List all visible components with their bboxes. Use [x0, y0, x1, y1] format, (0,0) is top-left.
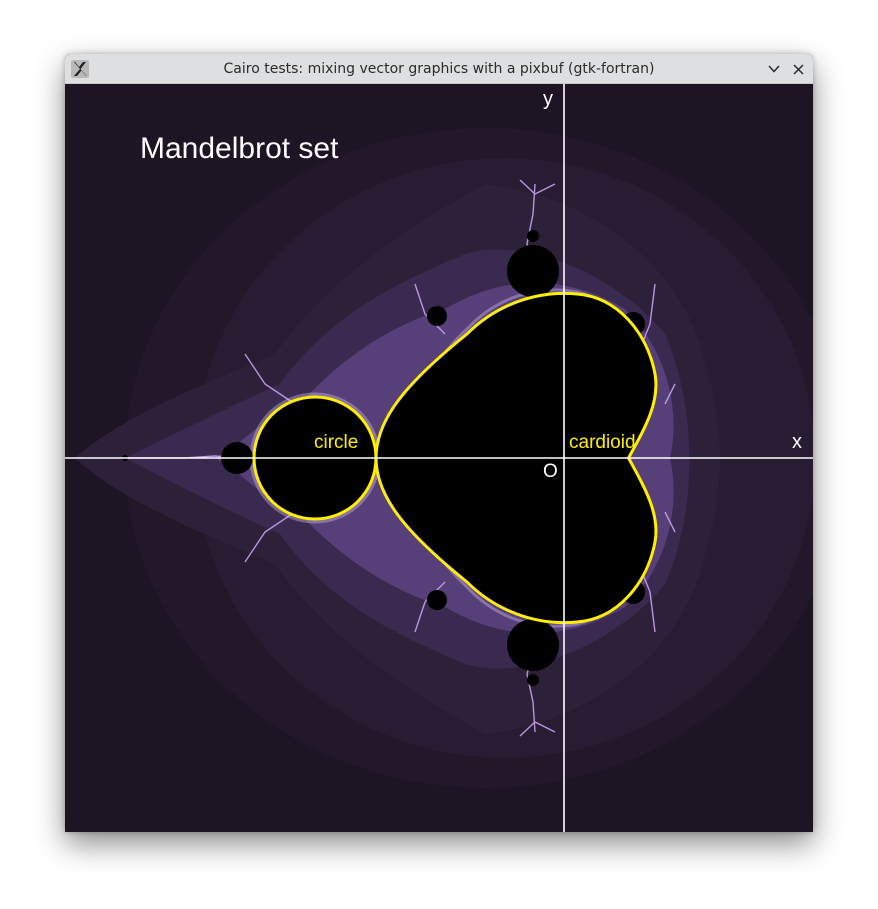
- drawing-area[interactable]: Mandelbrot set y x O circle cardioid: [65, 84, 813, 832]
- figure-title: Mandelbrot set: [140, 132, 339, 165]
- chevron-down-icon: [768, 65, 780, 73]
- app-window: Cairo tests: mixing vector graphics with…: [65, 54, 813, 832]
- minimize-button[interactable]: [765, 60, 783, 78]
- title-bar[interactable]: Cairo tests: mixing vector graphics with…: [65, 54, 813, 84]
- circle-label: circle: [314, 432, 358, 453]
- close-button[interactable]: [789, 60, 807, 78]
- close-icon: [792, 63, 804, 75]
- y-axis-label: y: [543, 88, 553, 110]
- x11-icon: [71, 60, 89, 78]
- cardioid-label: cardioid: [569, 432, 636, 453]
- x-axis-label: x: [792, 431, 802, 453]
- window-title: Cairo tests: mixing vector graphics with…: [223, 61, 655, 77]
- origin-label: O: [543, 461, 558, 482]
